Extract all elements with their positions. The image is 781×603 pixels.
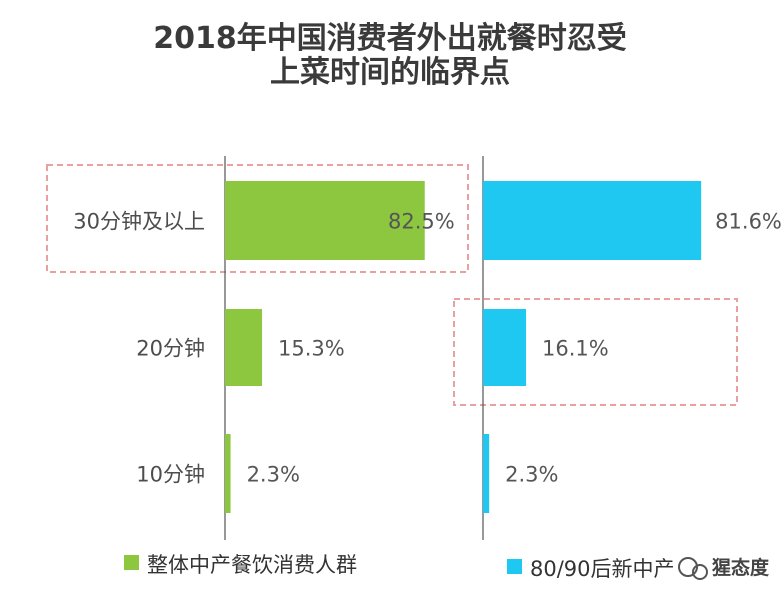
data-label-s2-c3: 2.3% [505, 463, 558, 487]
highlight-box-2 [453, 298, 738, 406]
bar-s2-c1 [483, 181, 702, 260]
category-label-2: 20分钟 [136, 337, 205, 361]
data-label-s2-c2: 16.1% [542, 337, 609, 361]
chart-title-line-1: 2018年中国消费者外出就餐时忍受 [153, 21, 627, 56]
category-label-1: 30分钟及以上 [73, 210, 205, 234]
bar-s2-c2 [483, 309, 527, 386]
bars [225, 181, 702, 513]
bar-s1-c3 [225, 434, 231, 513]
highlight-boxes [46, 164, 738, 406]
legend-swatch-2 [507, 559, 522, 574]
watermark: 猩态度 [678, 556, 770, 580]
chart-title-line-2: 上菜时间的临界点 [270, 55, 510, 90]
legend-label-2: 80/90后新中产 [530, 557, 675, 581]
data-label-s2-c1: 81.6% [715, 210, 781, 234]
highlight-box-1 [46, 164, 469, 273]
bar-s1-c2 [225, 309, 263, 386]
legend-swatch-1 [124, 555, 139, 570]
category-label-3: 10分钟 [136, 463, 205, 487]
category-labels: 30分钟及以上 20分钟 10分钟 [73, 210, 205, 487]
data-labels: 82.5% 15.3% 2.3% 81.6% 16.1% 2.3% [247, 210, 781, 487]
data-label-s1-c2: 15.3% [278, 337, 345, 361]
legend-label-1: 整体中产餐饮消费人群 [147, 553, 357, 577]
legend: 整体中产餐饮消费人群 80/90后新中产 [124, 553, 675, 581]
data-label-s1-c1: 82.5% [388, 210, 455, 234]
bar-s1-c1 [225, 181, 425, 260]
wechat-icon [678, 557, 708, 580]
data-label-s1-c3: 2.3% [247, 463, 300, 487]
watermark-text: 猩态度 [712, 556, 770, 579]
bar-s2-c3 [483, 434, 490, 513]
